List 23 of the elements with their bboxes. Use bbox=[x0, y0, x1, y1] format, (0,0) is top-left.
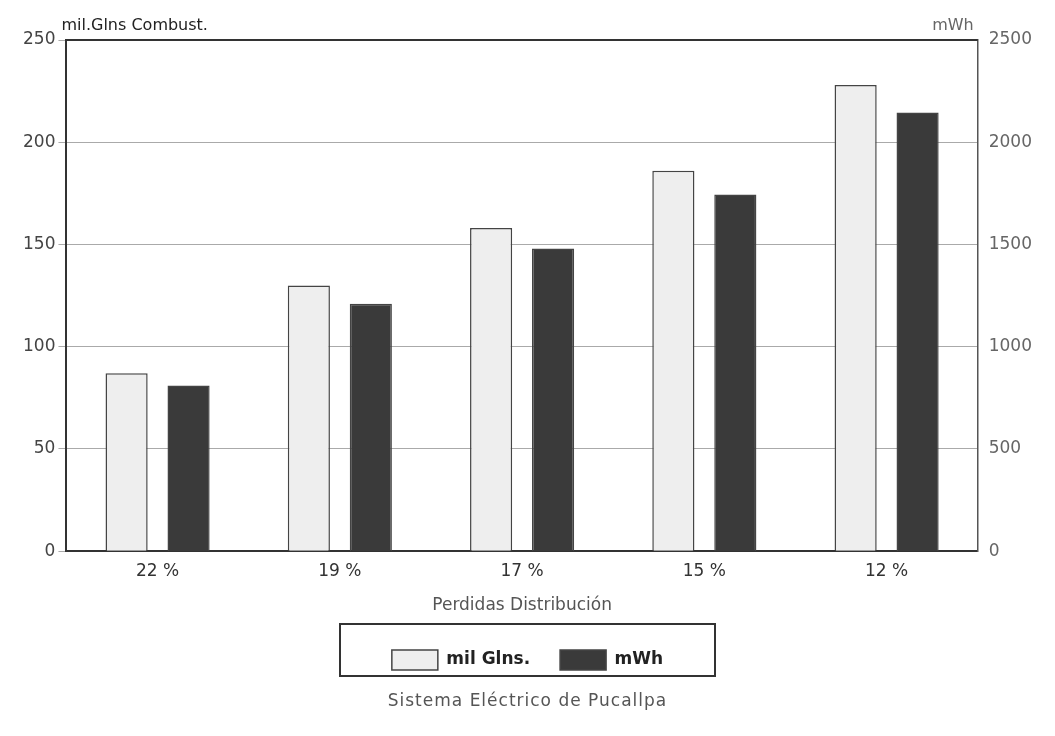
x-axis-title: Perdidas Distribución bbox=[432, 594, 612, 615]
y-axis-title: mil.Glns Combust. bbox=[61, 15, 208, 35]
x-tick-label: 12 % bbox=[865, 559, 909, 580]
legend-label: mil Glns. bbox=[446, 648, 531, 669]
y2-axis-title: mWh bbox=[932, 15, 974, 35]
y2-tick-label: 1000 bbox=[988, 335, 1032, 356]
y2-tick-label: 500 bbox=[988, 437, 1022, 458]
legend-label: mWh bbox=[614, 648, 664, 669]
y2-tick-label: 0 bbox=[988, 539, 1000, 560]
y2-tick-label: 2500 bbox=[988, 28, 1032, 49]
y-tick-label: 200 bbox=[22, 130, 56, 151]
text: Sistema Eléctrico de Pucallpa bbox=[386, 690, 669, 710]
y-tick-label: 250 bbox=[22, 28, 56, 49]
y-tick-label: 150 bbox=[22, 232, 56, 253]
x-tick-label: 19 % bbox=[318, 559, 362, 580]
y-tick-label: 0 bbox=[44, 539, 56, 560]
x-tick-label: 22 % bbox=[135, 559, 180, 580]
y-tick-label: 50 bbox=[33, 437, 56, 458]
x-tick-label: 17 % bbox=[500, 559, 544, 580]
x-tick-label: 15 % bbox=[682, 559, 726, 580]
y-tick-label: 100 bbox=[22, 335, 56, 356]
y2-tick-label: 1500 bbox=[988, 232, 1032, 253]
y2-tick-label: 2000 bbox=[988, 130, 1032, 151]
